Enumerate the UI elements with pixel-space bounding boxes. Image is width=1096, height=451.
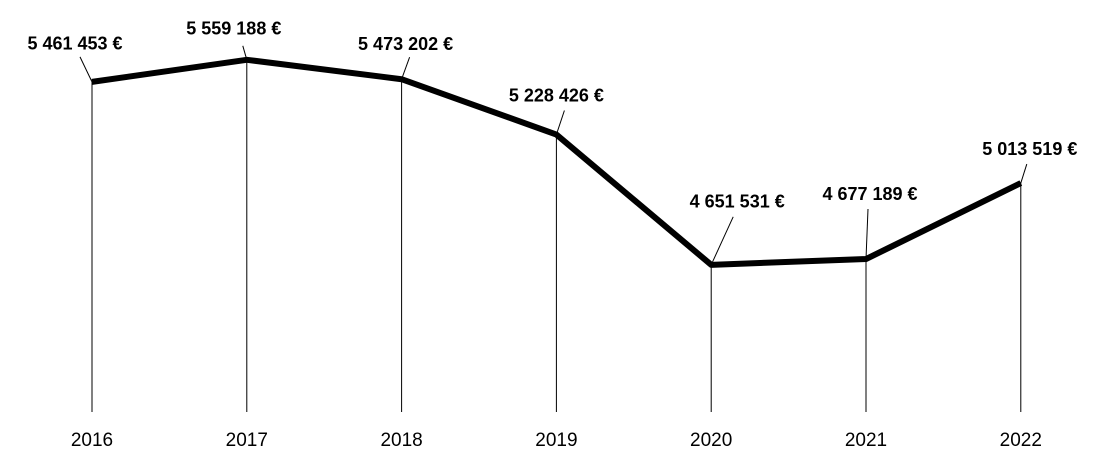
leader-line: [865, 209, 869, 260]
x-tick-label: 2018: [380, 430, 422, 451]
x-tick-label: 2020: [690, 430, 732, 451]
data-label: 4 677 189 €: [822, 184, 917, 204]
leader-line: [242, 45, 248, 60]
x-tick-label: 2019: [535, 430, 577, 451]
leader-line: [710, 216, 734, 266]
data-label: 5 559 188 €: [186, 19, 281, 39]
data-label: 5 461 453 €: [27, 34, 122, 54]
data-label: 5 228 426 €: [509, 85, 604, 105]
leader-line: [555, 110, 565, 135]
leader-line: [401, 57, 411, 80]
data-label: 4 651 531 €: [690, 192, 785, 212]
x-tick-label: 2022: [1000, 430, 1042, 451]
leader-line: [1020, 163, 1028, 184]
leader-line: [79, 56, 93, 83]
data-label: 5 013 519 €: [982, 139, 1077, 159]
x-tick-label: 2017: [226, 430, 268, 451]
x-tick-label: 2021: [845, 430, 887, 451]
data-label: 5 473 202 €: [358, 34, 453, 54]
x-tick-label: 2016: [71, 430, 113, 451]
